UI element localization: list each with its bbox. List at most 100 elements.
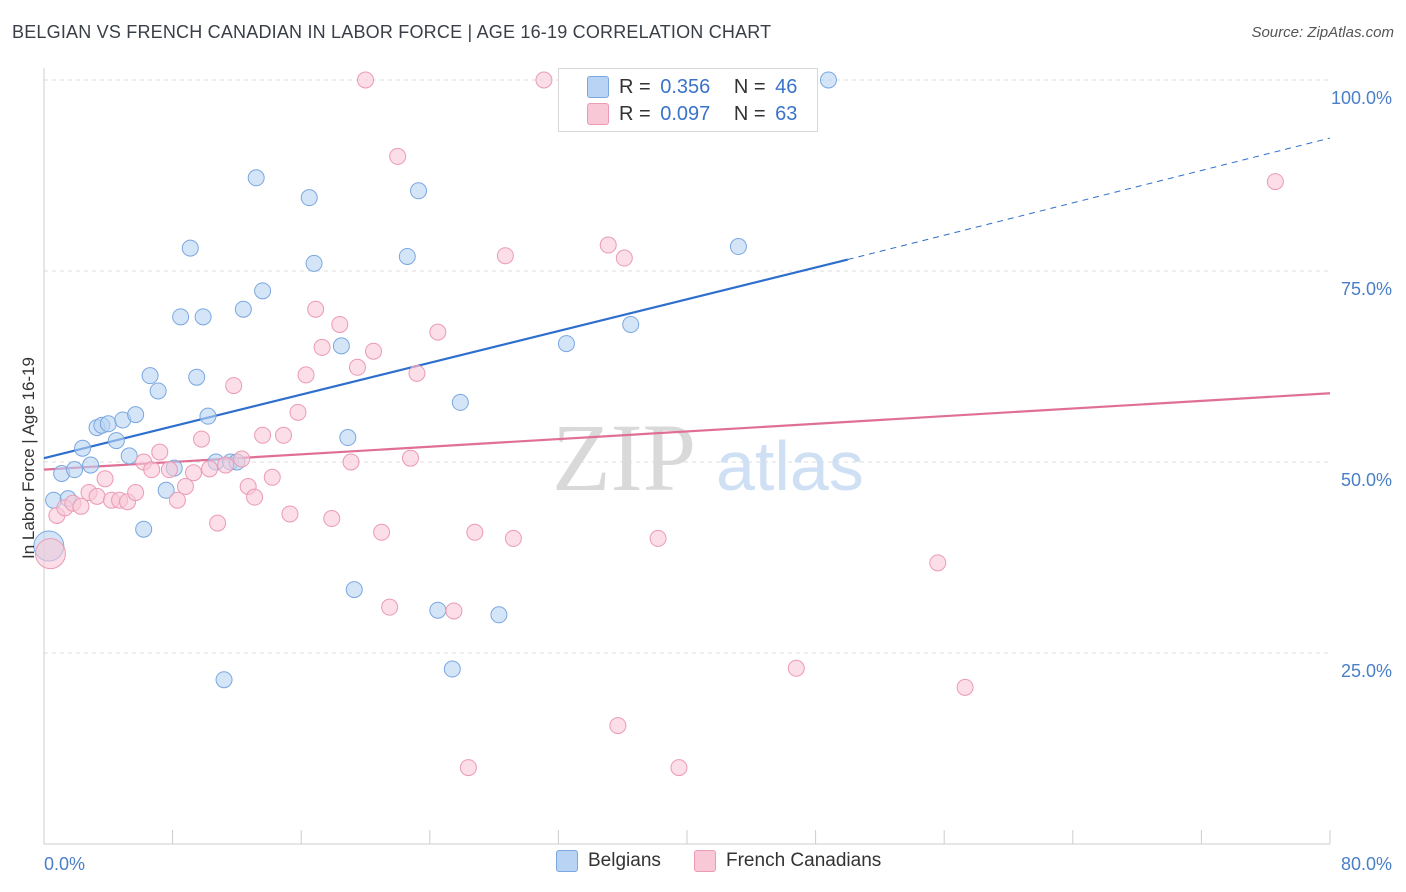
- bottom-legend-belgians-label: Belgians: [588, 850, 661, 871]
- legend-swatch-french: [694, 850, 716, 872]
- belgian-point: [398, 247, 416, 265]
- french-canadian-point: [365, 342, 383, 360]
- legend-r-belgian: 0.356: [660, 75, 711, 98]
- belgian-point: [819, 71, 837, 89]
- french-canadian-point: [504, 529, 522, 547]
- french-canadian-point: [209, 514, 227, 532]
- y-tick-label: 50.0%: [1341, 470, 1392, 490]
- french-canadian-point: [615, 249, 633, 267]
- french-canadian-point: [34, 538, 66, 570]
- french-canadian-point: [649, 529, 667, 547]
- belgian-point: [172, 308, 190, 326]
- french-canadian-point: [787, 659, 805, 677]
- legend: R = 0.356 N = 46 R = 0.097 N = 63: [558, 68, 818, 132]
- french-canadian-point: [429, 323, 447, 341]
- french-canadian-point: [313, 338, 331, 356]
- belgian-point: [557, 335, 575, 353]
- french-canadian-point: [254, 426, 272, 444]
- watermark-zip: ZIP: [552, 404, 696, 511]
- french-canadian-point: [127, 484, 145, 502]
- french-canadian-point: [609, 717, 627, 735]
- french-canadian-point: [151, 443, 169, 461]
- french-canadian-point: [225, 377, 243, 395]
- belgian-point: [149, 382, 167, 400]
- axes: [43, 68, 1331, 845]
- french-canadian-point: [670, 759, 688, 777]
- belgian-point: [429, 601, 447, 619]
- french-canadian-point: [348, 358, 366, 376]
- bottom-legend-french: French Canadians: [694, 850, 881, 872]
- belgian-point: [254, 282, 272, 300]
- belgian-point: [247, 169, 265, 187]
- data-points: [33, 71, 1284, 777]
- chart-title: BELGIAN VS FRENCH CANADIAN IN LABOR FORC…: [12, 22, 772, 42]
- belgian-point: [120, 447, 138, 465]
- french-canadian-point: [217, 456, 235, 474]
- french-canadian-point: [246, 488, 264, 506]
- legend-r-french: 0.097: [660, 102, 711, 125]
- french-canadian-point: [381, 598, 399, 616]
- french-canadian-point: [233, 450, 251, 468]
- source-label: Source: ZipAtlas.com: [1251, 24, 1394, 41]
- watermark-atlas: atlas: [716, 427, 864, 505]
- french-canadian-point: [168, 491, 186, 509]
- french-canadian-point: [956, 678, 974, 696]
- y-tick-label: 75.0%: [1341, 279, 1392, 299]
- french-canadian-point: [445, 602, 463, 620]
- french-canadian-trend-line: [43, 392, 1331, 471]
- belgian-point: [622, 315, 640, 333]
- tick-labels: 25.0% 50.0% 75.0% 100.0%: [1331, 88, 1392, 681]
- french-canadian-point: [281, 505, 299, 523]
- belgian-point: [332, 337, 350, 355]
- trend-lines: [43, 137, 1331, 471]
- belgian-point: [410, 182, 428, 200]
- belgian-point: [300, 189, 318, 207]
- x-tick-max: 80.0%: [1341, 854, 1392, 874]
- belgian-trend-line: [43, 258, 849, 460]
- belgian-point: [157, 481, 175, 499]
- french-canadian-point: [201, 460, 219, 478]
- belgian-point: [234, 300, 252, 318]
- french-canadian-point: [143, 461, 161, 479]
- belgian-point: [188, 368, 206, 386]
- french-canadian-point: [160, 461, 178, 479]
- french-canadian-point: [289, 403, 307, 421]
- french-canadian-point: [373, 523, 391, 541]
- belgian-point: [82, 456, 100, 474]
- belgian-point: [305, 254, 323, 272]
- french-canadian-point: [275, 426, 293, 444]
- belgian-point: [443, 660, 461, 678]
- french-canadian-point: [184, 464, 202, 482]
- belgian-point: [181, 239, 199, 257]
- belgian-point: [199, 407, 217, 425]
- belgian-point: [339, 429, 357, 447]
- belgian-point: [99, 415, 117, 433]
- french-canadian-point: [402, 449, 420, 467]
- french-canadian-point: [96, 470, 114, 488]
- french-canadian-point: [466, 523, 484, 541]
- legend-r-label: R =: [619, 102, 651, 125]
- legend-swatch-belgian: [556, 850, 578, 872]
- french-canadian-point: [496, 247, 514, 265]
- belgian-point: [194, 308, 212, 326]
- belgian-point: [127, 406, 145, 424]
- y-tick-label: 100.0%: [1331, 88, 1392, 108]
- french-canadian-point: [535, 71, 553, 89]
- french-canadian-point: [176, 477, 194, 495]
- french-canadian-point: [929, 554, 947, 572]
- belgian-point: [135, 520, 153, 538]
- x-tick-min: 0.0%: [44, 854, 85, 874]
- french-canadian-point: [307, 300, 325, 318]
- bottom-legend-belgians: Belgians: [556, 850, 661, 872]
- french-canadian-point: [599, 236, 617, 254]
- legend-swatch-french: [587, 103, 609, 125]
- belgian-point: [141, 367, 159, 385]
- french-canadian-point: [72, 497, 90, 515]
- belgian-point: [490, 606, 508, 624]
- french-canadian-point: [263, 468, 281, 486]
- french-canadian-point: [1266, 173, 1284, 191]
- french-canadian-point: [459, 759, 477, 777]
- y-axis-label: In Labor Force | Age 16-19: [19, 357, 38, 559]
- french-canadian-point: [389, 147, 407, 165]
- belgian-point: [345, 581, 363, 599]
